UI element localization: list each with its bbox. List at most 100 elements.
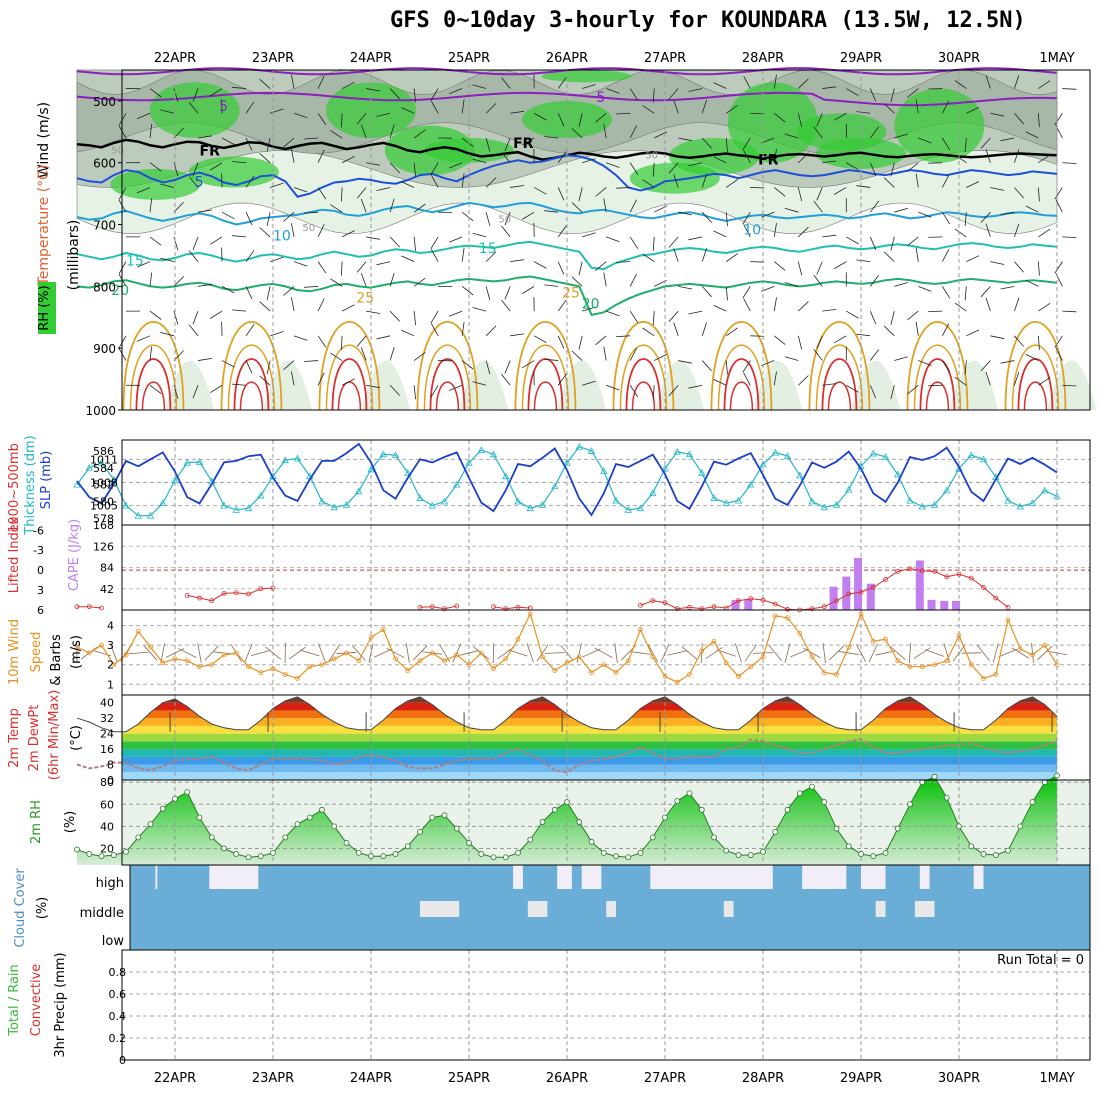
precip-ylabel-total: Total / Rain [7, 964, 22, 1037]
wind-barb-10m [459, 650, 479, 656]
wind-barb [341, 230, 355, 238]
wind-barb-10m [128, 651, 149, 655]
wind-barb-10m [977, 644, 990, 662]
wind-barb [160, 109, 175, 114]
isotherm-40c [337, 381, 362, 411]
contour-label: 15 [126, 253, 144, 269]
wind-barb [376, 112, 391, 117]
wind-barb [1038, 80, 1051, 89]
wind-barb-10m [681, 646, 698, 660]
wind-barb [266, 360, 271, 375]
wind-barb [954, 154, 967, 164]
wind-barb [521, 286, 535, 294]
isotherm-30c [325, 344, 374, 411]
wind-speed-point [1054, 662, 1060, 668]
wind-barb [283, 137, 295, 148]
wind-barb [798, 226, 809, 238]
isotherm-30c [815, 344, 864, 411]
thickness-point [894, 470, 902, 478]
wind-barb [266, 137, 271, 152]
wind-barb [209, 88, 223, 97]
wind-speed-point [638, 627, 643, 632]
wind-barb [266, 212, 271, 226]
wind-barb [160, 257, 175, 263]
wind-barb [726, 327, 738, 337]
wind-barb [642, 105, 655, 114]
wind-barb [544, 358, 559, 361]
wind-barb [1054, 261, 1063, 274]
wind-barb [869, 236, 877, 250]
lifted-index-line [187, 587, 274, 602]
wind-barb [1025, 131, 1039, 139]
rh-point [564, 799, 570, 805]
rh-tick: 60 [100, 798, 114, 811]
cape-tick: 126 [93, 540, 114, 553]
contour-label: 25 [356, 290, 374, 306]
rh-point [796, 790, 803, 797]
precip-run-total: Run Total = 0 [997, 953, 1084, 968]
wind-speed-point [184, 658, 190, 664]
wind-barb [954, 376, 967, 386]
wind-barb [221, 286, 235, 294]
cloud-layer-label: low [102, 934, 125, 949]
wind-barb [472, 84, 487, 89]
pressure-tick: 500 [93, 95, 116, 109]
rh-point [613, 853, 619, 860]
rh-90-region [894, 88, 985, 163]
thickness-point [502, 472, 510, 480]
cloud-layer-label: middle [80, 906, 124, 921]
wind-barb [1038, 228, 1051, 238]
wind-barb [149, 236, 162, 246]
cape-bar [927, 599, 936, 610]
wind-barb [360, 347, 367, 361]
rh-point [809, 783, 815, 790]
rh-point [625, 854, 632, 861]
temp-fill [122, 696, 1057, 780]
wind-barb [269, 108, 284, 114]
temp-band [122, 733, 1057, 742]
date-label-top: 22APR [154, 51, 196, 66]
wind-barb [521, 137, 535, 146]
wind-barb [890, 162, 895, 177]
lifted-index-point [638, 602, 643, 608]
wind-barb [259, 375, 271, 386]
wind-barb-10m [1037, 645, 1053, 661]
rh-point [858, 851, 864, 857]
wind-barb [942, 360, 951, 373]
rh-point [882, 849, 889, 856]
wind-barb [521, 211, 535, 220]
wind-barb [856, 259, 871, 263]
wind-barb [928, 310, 943, 312]
wind-barb [668, 162, 679, 174]
wind-barb [197, 209, 212, 213]
wind-barb [595, 261, 607, 271]
wind-speed-point [772, 613, 778, 619]
isotherm-30c [129, 344, 178, 411]
thickness-point [416, 494, 424, 501]
wind-speed-point [797, 631, 803, 636]
wind-barb [688, 384, 703, 389]
wind-barb [750, 112, 765, 115]
wind-barb [413, 88, 416, 103]
wind-barb [245, 101, 255, 114]
rh-point [992, 852, 999, 858]
rh-point [233, 851, 240, 857]
wind-speed-point [417, 658, 423, 664]
wind-barb [1000, 285, 1015, 290]
wind-speed-point [723, 660, 729, 666]
wind-barb [461, 286, 474, 296]
wind-barb [582, 306, 596, 312]
wind-barb [232, 235, 247, 238]
rh-point [184, 789, 191, 796]
thickness-point [649, 489, 657, 496]
thickness-point [587, 447, 596, 454]
isotherm-35c [429, 358, 466, 411]
wind-barb-10m [829, 645, 844, 661]
wind-barb [197, 358, 212, 361]
wind-barb-10m [250, 650, 271, 656]
wind-barb [304, 211, 319, 214]
wind-barb [501, 225, 511, 238]
rh-legend-swatch [38, 282, 56, 334]
wind-barb [629, 199, 637, 213]
wind-barb [629, 162, 639, 175]
